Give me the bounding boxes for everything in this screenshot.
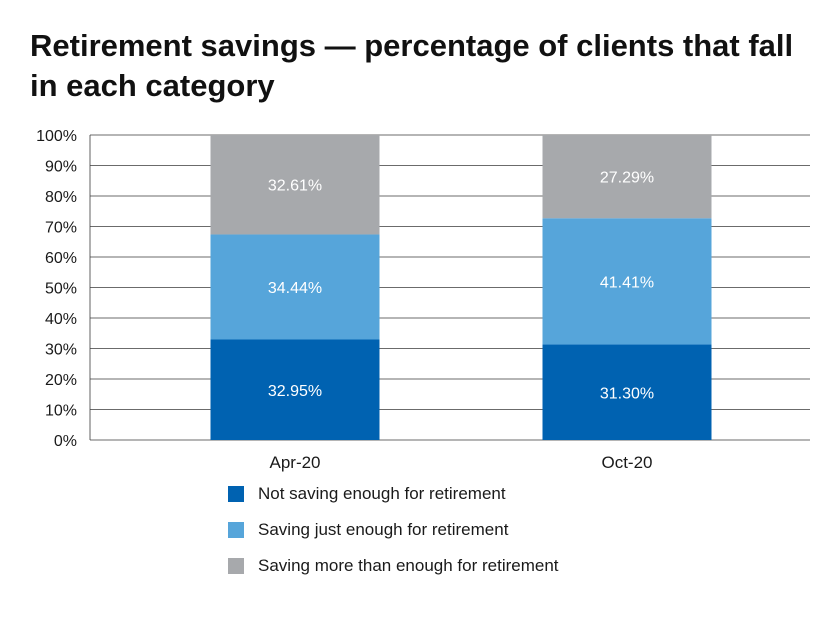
x-tick-label: Apr-20 <box>269 453 320 472</box>
legend-item-saving-more-than-enough: Saving more than enough for retirement <box>228 556 559 576</box>
bar-segment <box>210 339 380 440</box>
data-label: 27.29% <box>600 170 654 187</box>
data-label: 32.95% <box>268 383 322 400</box>
bar-segment <box>210 234 380 340</box>
y-tick-label: 70% <box>45 220 77 237</box>
legend-label: Not saving enough for retirement <box>258 484 506 503</box>
legend-swatch <box>228 486 244 502</box>
x-tick-label: Oct-20 <box>601 453 652 472</box>
bar-segment <box>210 135 380 235</box>
legend-swatch <box>228 558 244 574</box>
data-label: 41.41% <box>600 274 654 291</box>
y-tick-label: 80% <box>45 189 77 206</box>
legend: Not saving enough for retirement Saving … <box>228 484 559 592</box>
chart-title-line-1: Retirement savings — percentage of clien… <box>30 28 794 63</box>
bar-segment <box>542 135 712 219</box>
y-tick-label: 20% <box>45 372 77 389</box>
chart-title-line-2: in each category <box>30 68 275 103</box>
bar-segment <box>542 218 712 345</box>
data-label: 34.44% <box>268 280 322 297</box>
y-tick-label: 0% <box>54 433 77 450</box>
y-tick-label: 50% <box>45 281 77 298</box>
legend-label: Saving just enough for retirement <box>258 520 509 539</box>
legend-label: Saving more than enough for retirement <box>258 556 559 575</box>
y-tick-label: 60% <box>45 250 77 267</box>
legend-swatch <box>228 522 244 538</box>
y-tick-label: 10% <box>45 403 77 420</box>
bar-segment <box>542 344 712 440</box>
y-tick-label: 90% <box>45 159 77 176</box>
data-label: 31.30% <box>600 385 654 402</box>
data-label: 32.61% <box>268 178 322 195</box>
chart-title: Retirement savings — percentage of clien… <box>30 26 830 106</box>
y-tick-label: 30% <box>45 342 77 359</box>
y-tick-label: 40% <box>45 311 77 328</box>
legend-item-saving-just-enough: Saving just enough for retirement <box>228 520 559 540</box>
y-tick-label: 100% <box>36 128 77 145</box>
legend-item-not-saving-enough: Not saving enough for retirement <box>228 484 559 504</box>
